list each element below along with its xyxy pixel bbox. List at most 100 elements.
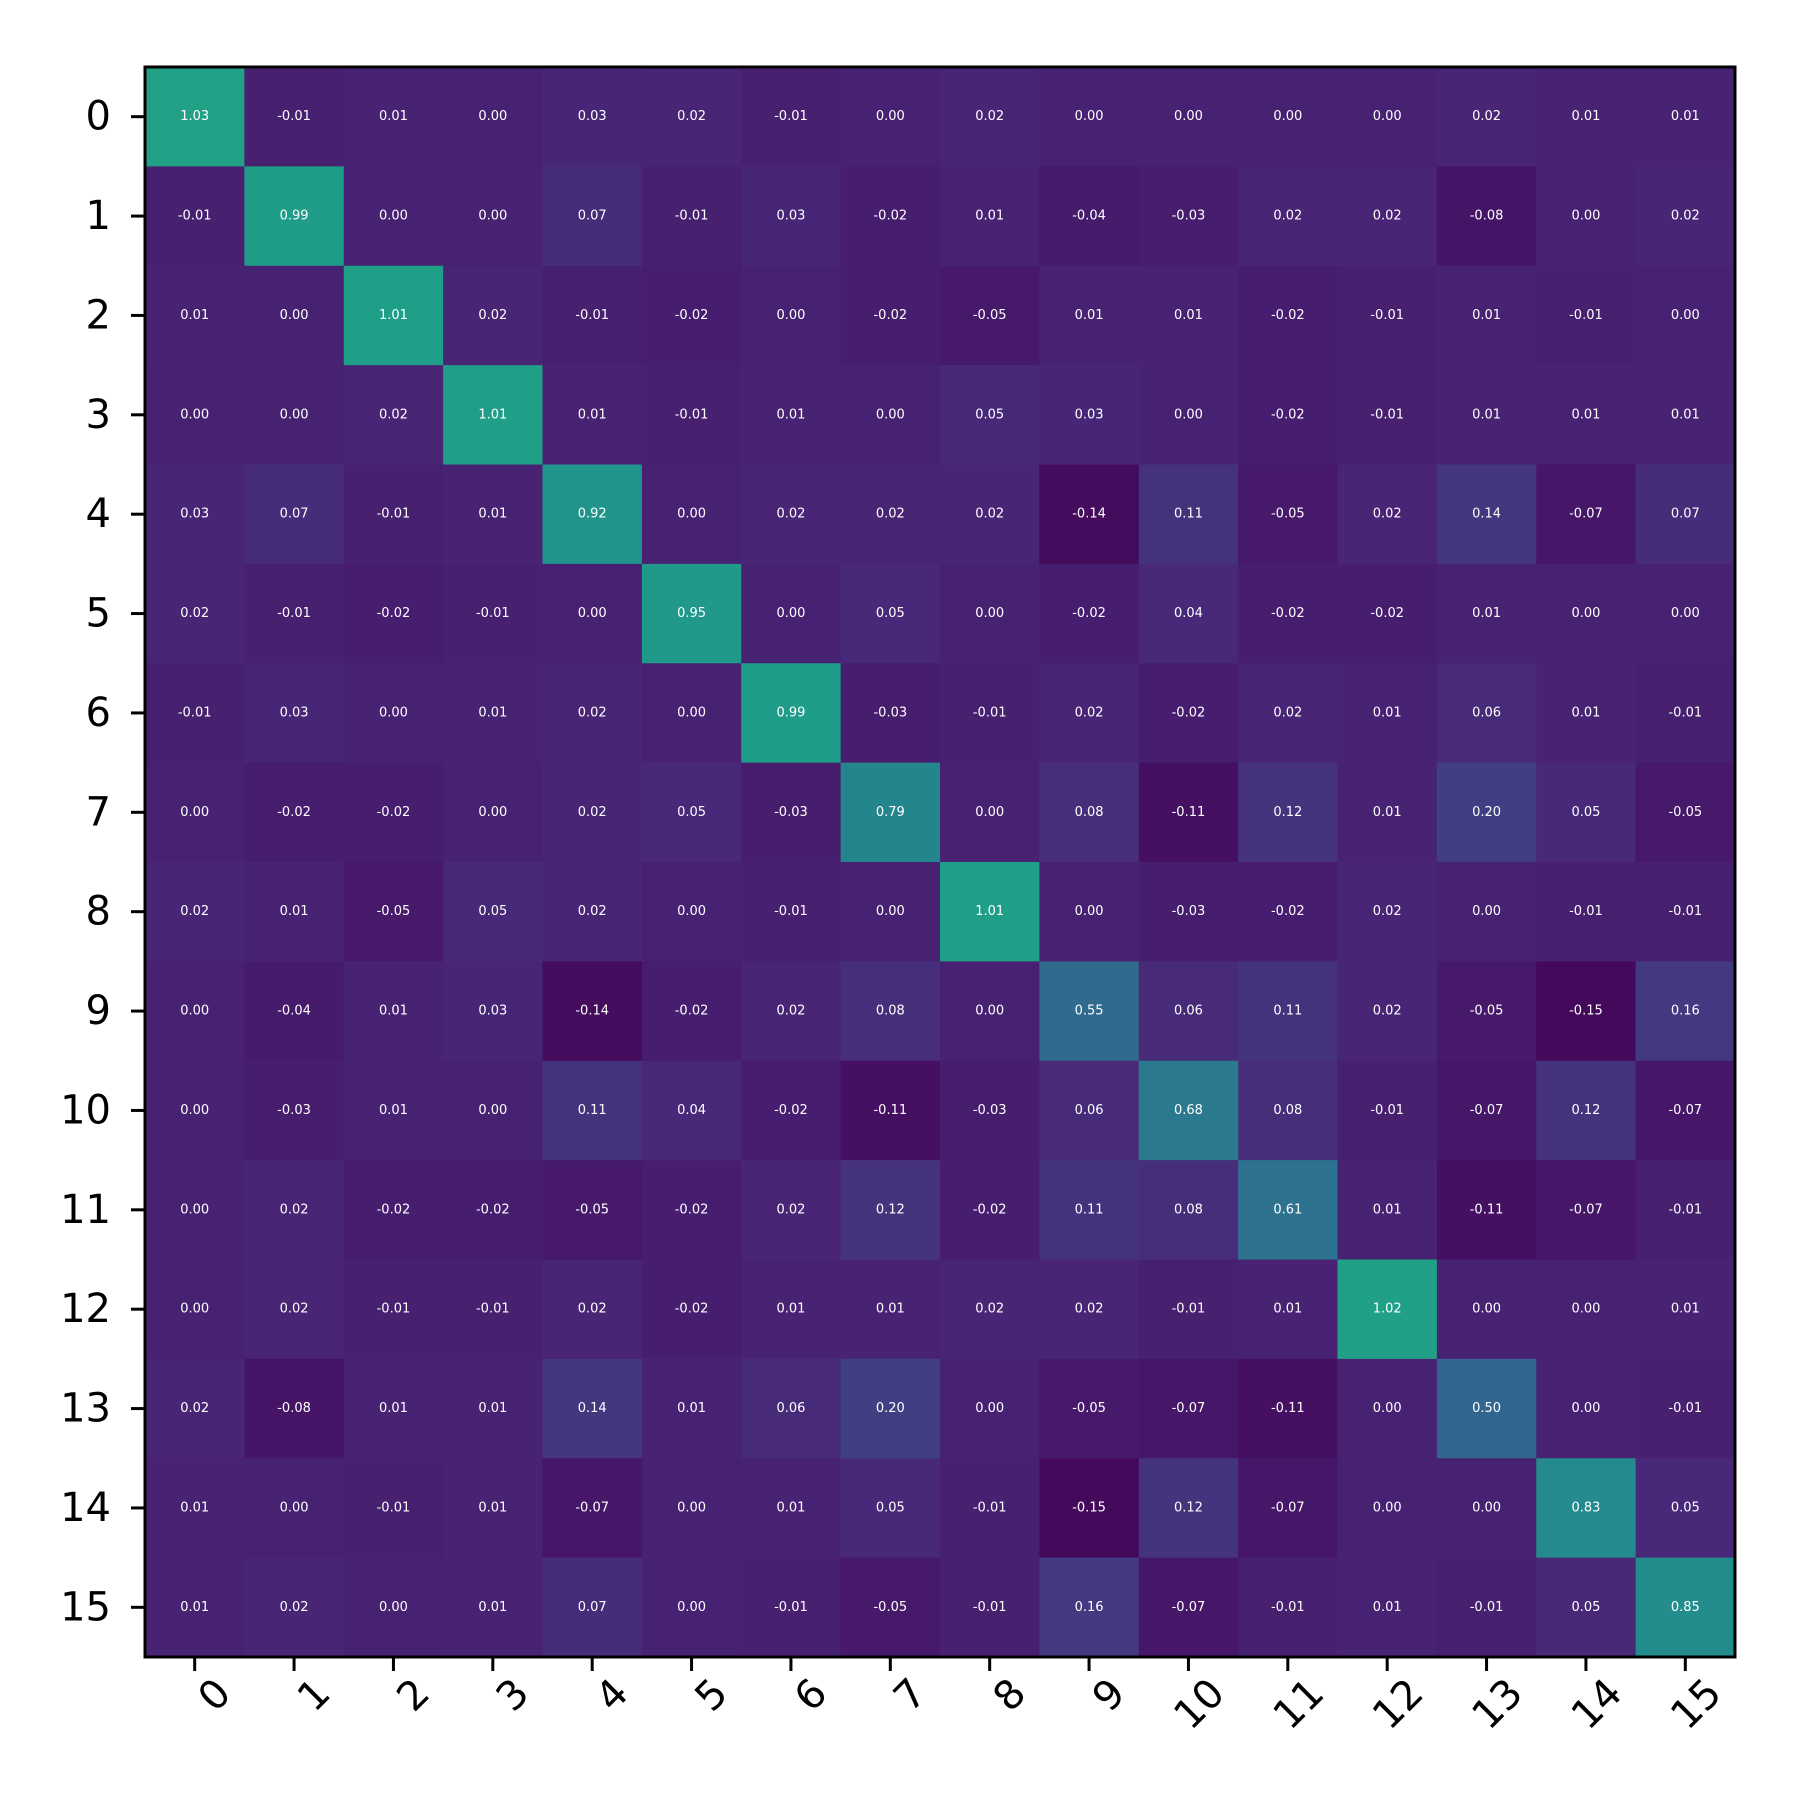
heatmap-cell bbox=[145, 862, 245, 962]
cell-value-label: -0.02 bbox=[476, 1202, 510, 1217]
heatmap-cell bbox=[1436, 1259, 1537, 1360]
heatmap-cell bbox=[542, 1358, 643, 1459]
cell-value-label: -0.01 bbox=[178, 705, 212, 720]
heatmap-cell bbox=[1238, 464, 1339, 565]
heatmap-cell bbox=[542, 1458, 643, 1559]
heatmap-cell bbox=[940, 862, 1040, 962]
heatmap-cell bbox=[1536, 365, 1637, 466]
cell-value-label: 0.01 bbox=[1472, 606, 1501, 621]
heatmap-cell bbox=[1138, 961, 1239, 1062]
cell-value-label: 0.00 bbox=[1571, 209, 1600, 224]
cell-value-label: 0.05 bbox=[1571, 805, 1600, 820]
cell-value-label: -0.15 bbox=[1569, 1004, 1603, 1019]
heatmap-cell bbox=[1039, 1259, 1140, 1360]
heatmap-cell bbox=[443, 67, 544, 167]
cell-value-label: 0.00 bbox=[876, 407, 905, 422]
heatmap-cell bbox=[641, 1557, 742, 1658]
cell-value-label: 0.01 bbox=[379, 1401, 408, 1416]
heatmap-cell bbox=[1536, 1060, 1637, 1161]
cell-value-label: 0.01 bbox=[1174, 308, 1203, 323]
cell-value-label: 0.05 bbox=[876, 1500, 905, 1515]
cell-value-label: -0.01 bbox=[1668, 1202, 1702, 1217]
heatmap-cell bbox=[343, 762, 444, 863]
cell-value-label: 0.00 bbox=[478, 1103, 507, 1118]
cell-value-label: 0.14 bbox=[578, 1401, 607, 1416]
heatmap-cell bbox=[641, 563, 742, 664]
heatmap-cell bbox=[145, 365, 245, 466]
y-tick-label: 3 bbox=[86, 392, 111, 438]
cell-value-label: 0.00 bbox=[1174, 407, 1203, 422]
heatmap-cell bbox=[145, 563, 245, 664]
heatmap-cell bbox=[1635, 762, 1736, 863]
cell-value-label: 0.85 bbox=[1671, 1600, 1700, 1615]
cell-value-label: 0.01 bbox=[379, 1103, 408, 1118]
cell-value-label: 0.00 bbox=[280, 1500, 309, 1515]
cell-value-label: -0.01 bbox=[575, 308, 609, 323]
heatmap-cell bbox=[145, 1060, 245, 1161]
cell-value-label: 1.01 bbox=[379, 308, 408, 323]
y-tick-label: 6 bbox=[86, 690, 111, 736]
heatmap-cell bbox=[1436, 1060, 1537, 1161]
cell-value-label: 0.00 bbox=[677, 904, 706, 919]
heatmap-cell bbox=[1436, 166, 1537, 267]
cell-value-label: -0.01 bbox=[178, 209, 212, 224]
heatmap-cell bbox=[741, 762, 842, 863]
cell-value-label: 0.01 bbox=[876, 1302, 905, 1317]
heatmap-cell bbox=[1337, 563, 1438, 664]
heatmap-cell bbox=[244, 464, 345, 565]
heatmap-cell bbox=[741, 365, 842, 466]
heatmap-cell bbox=[145, 961, 245, 1062]
heatmap-cell bbox=[1238, 1358, 1339, 1459]
cell-value-label: 0.01 bbox=[478, 507, 507, 522]
heatmap-cell bbox=[343, 166, 444, 267]
cell-value-label: 0.01 bbox=[180, 1600, 209, 1615]
cell-value-label: -0.01 bbox=[476, 1302, 510, 1317]
cell-value-label: 0.08 bbox=[1273, 1103, 1302, 1118]
heatmap-cell bbox=[741, 1557, 842, 1658]
cell-value-label: 0.83 bbox=[1571, 1500, 1600, 1515]
cell-value-label: 0.02 bbox=[776, 1202, 805, 1217]
heatmap-cell bbox=[641, 1458, 742, 1559]
cell-value-label: 0.06 bbox=[1472, 705, 1501, 720]
cell-value-label: 0.07 bbox=[1671, 507, 1700, 522]
cell-value-label: 0.06 bbox=[1174, 1004, 1203, 1019]
cell-value-label: -0.01 bbox=[774, 109, 808, 124]
cell-value-label: 1.03 bbox=[180, 109, 209, 124]
heatmap-cell bbox=[1337, 1259, 1438, 1360]
heatmap-cell bbox=[1238, 166, 1339, 267]
cell-value-label: -0.02 bbox=[675, 1302, 709, 1317]
heatmap-cell bbox=[443, 265, 544, 366]
heatmap-cell bbox=[1536, 563, 1637, 664]
cell-value-label: -0.03 bbox=[1172, 209, 1206, 224]
x-tick-label: 0 bbox=[189, 1670, 240, 1721]
cell-value-label: 0.00 bbox=[478, 209, 507, 224]
cell-value-label: 0.00 bbox=[677, 507, 706, 522]
cell-value-label: 0.00 bbox=[1671, 606, 1700, 621]
cell-value-label: 0.11 bbox=[1174, 507, 1203, 522]
heatmap-cells bbox=[145, 67, 1736, 1658]
heatmap-cell bbox=[840, 663, 941, 764]
cell-value-label: 0.04 bbox=[1174, 606, 1203, 621]
cell-value-label: 0.00 bbox=[1472, 904, 1501, 919]
plot-frame bbox=[143, 65, 1737, 1659]
cell-value-label: 0.02 bbox=[280, 1600, 309, 1615]
cell-value-label: 0.01 bbox=[975, 209, 1004, 224]
cell-value-label: -0.08 bbox=[1470, 209, 1504, 224]
heatmap-cell bbox=[1039, 961, 1140, 1062]
heatmap-cell bbox=[840, 961, 941, 1062]
cell-value-label: 0.01 bbox=[1671, 407, 1700, 422]
heatmap-cell bbox=[940, 1259, 1040, 1360]
heatmap-cell bbox=[1635, 663, 1736, 764]
cell-value-label: 0.99 bbox=[776, 705, 805, 720]
cell-value-label: -0.07 bbox=[1668, 1103, 1702, 1118]
heatmap-cell bbox=[443, 166, 544, 267]
heatmap-cell bbox=[940, 1160, 1040, 1261]
cell-value-label: 0.00 bbox=[578, 606, 607, 621]
heatmap-cell bbox=[1337, 762, 1438, 863]
heatmap-cell bbox=[542, 961, 643, 1062]
heatmap-cell bbox=[1337, 1160, 1438, 1261]
cell-value-label: -0.03 bbox=[973, 1103, 1007, 1118]
cell-value-label: 0.07 bbox=[578, 1600, 607, 1615]
cell-value-label: -0.05 bbox=[1470, 1004, 1504, 1019]
cell-value-label: -0.02 bbox=[1271, 606, 1305, 621]
